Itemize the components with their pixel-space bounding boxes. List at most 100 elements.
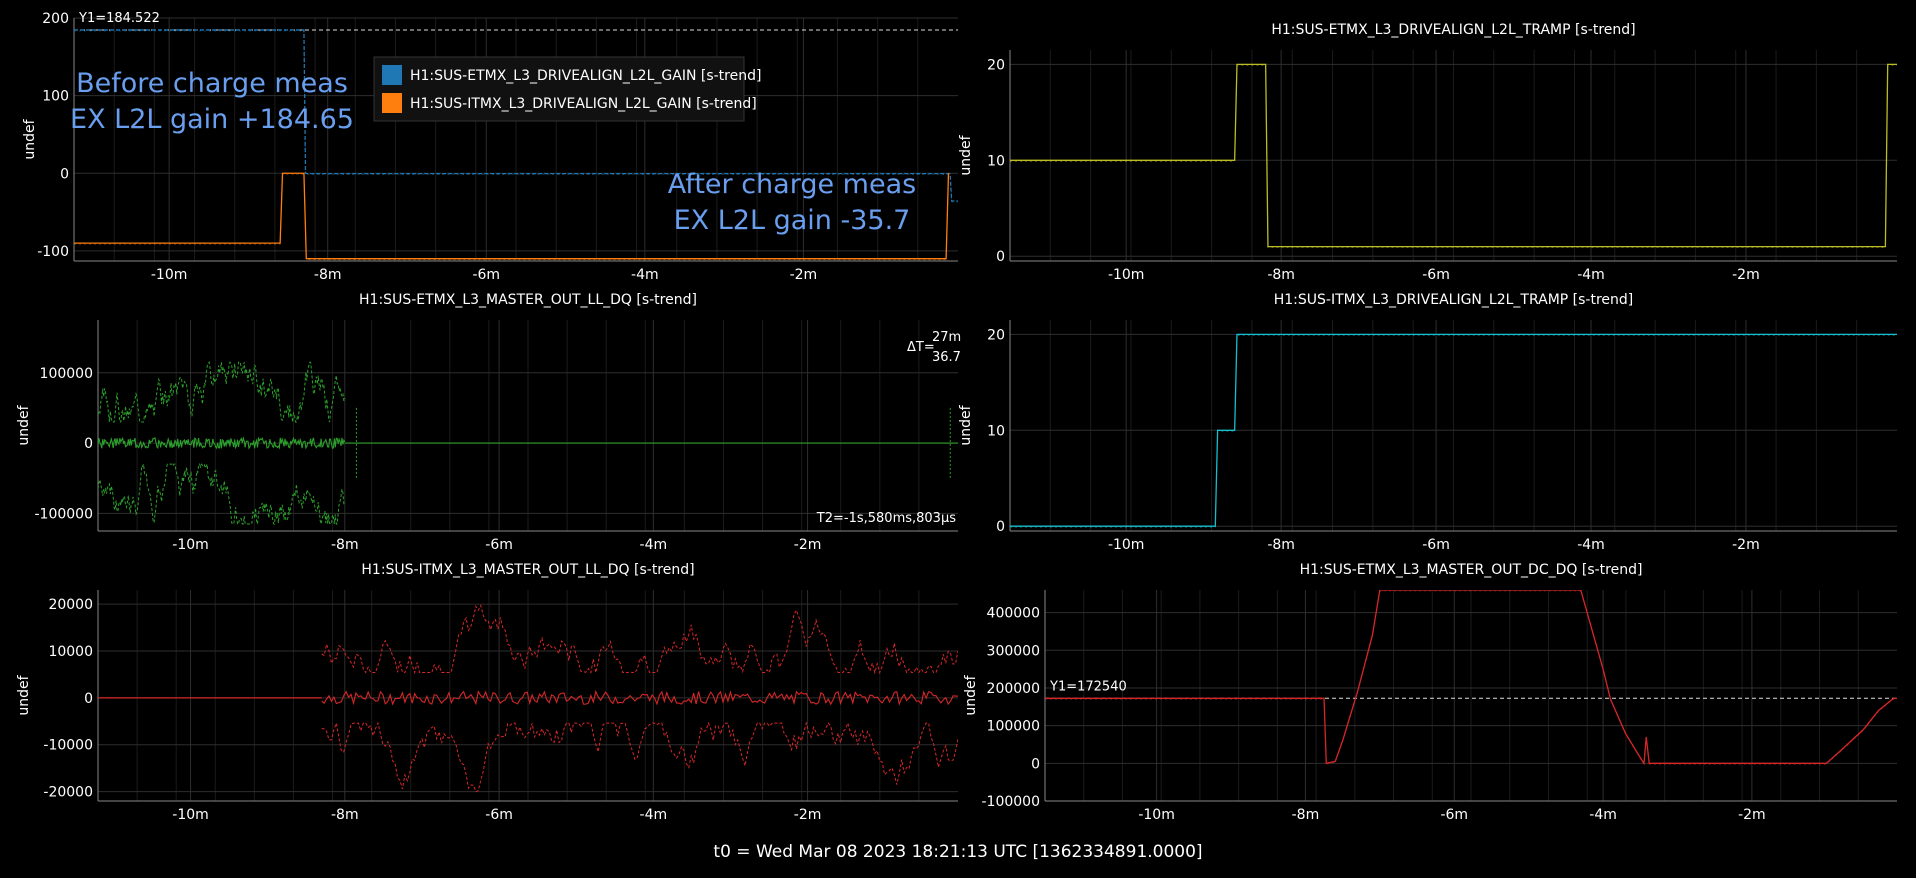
x-tick-label: -10m	[1108, 537, 1145, 553]
x-tick-label: -8m	[314, 267, 342, 283]
y-tick-label: 300000	[987, 643, 1040, 659]
plot-area	[1010, 63, 1897, 249]
series-trend-line	[74, 30, 958, 203]
x-tick-label: -4m	[640, 807, 668, 823]
annotation-before-line-1: Before charge meas	[76, 68, 348, 99]
delta-t-value-1: 27m	[932, 330, 961, 345]
legend: H1:SUS-ETMX_L3_DRIVEALIGN_L2L_GAIN [s-tr…	[373, 56, 761, 122]
y-tick-label: 0	[996, 519, 1005, 535]
x-tick-label: -8m	[1292, 807, 1320, 823]
chart-etmx-master-out-dc[interactable]: -10m -8m -6m -4m -2m 400000 300000 200000 100000…	[963, 562, 1897, 823]
x-tick-label: -4m	[631, 267, 659, 283]
x-tick-label: -8m	[1267, 267, 1295, 283]
series-line[interactable]	[1010, 333, 1897, 527]
y-tick-label: 20	[987, 57, 1005, 73]
y-tick-label: -10000	[43, 738, 93, 754]
x-tick-label: -8m	[331, 537, 359, 553]
x-tick-label: -6m	[1440, 807, 1468, 823]
x-tick-label: -2m	[790, 267, 818, 283]
y-tick-label: -20000	[43, 785, 93, 801]
y-tick-label: 200000	[987, 681, 1040, 697]
legend-entry-label: H1:SUS-ETMX_L3_DRIVEALIGN_L2L_GAIN [s-tr…	[410, 68, 761, 84]
chart-title: H1:SUS-ETMX_L3_DRIVEALIGN_L2L_TRAMP [s-t…	[1271, 22, 1635, 38]
plot-area	[98, 360, 958, 525]
y-tick-label: -100000	[982, 794, 1041, 810]
x-tick-label: -2m	[1738, 807, 1766, 823]
x-tick-label: -2m	[794, 807, 822, 823]
y-tick-label: 100	[42, 89, 69, 105]
series-max-envelope	[321, 604, 958, 675]
annotation-after-line-2: EX L2L gain -35.7	[674, 205, 911, 236]
y-axis-label: undef	[16, 674, 32, 715]
y-tick-label: -100000	[35, 506, 94, 522]
chart-itmx-l2l-tramp[interactable]: -10m -8m -6m -4m -2m 20 10 0 H1:SUS-ITMX_L3_DRIV…	[958, 292, 1897, 553]
chart-title: H1:SUS-ETMX_L3_MASTER_OUT_LL_DQ [s-trend…	[359, 292, 697, 308]
plot-area	[1045, 590, 1897, 766]
plot-area	[74, 29, 958, 261]
series-mean-line	[321, 689, 958, 706]
plot-area	[98, 604, 958, 793]
delta-t-label: ΔT=	[907, 340, 935, 355]
plot-area	[1010, 333, 1897, 528]
x-tick-label: -4m	[1577, 537, 1605, 553]
x-tick-label: -4m	[640, 537, 668, 553]
y-axis-label: undef	[16, 404, 32, 445]
x-tick-label: -8m	[1267, 537, 1295, 553]
y-axis-label: undef	[958, 404, 974, 445]
series-trend-line	[74, 173, 949, 261]
chart-etmx-itmx-l2l-gain[interactable]: -10m -8m -6m -4m -2m 200 100 0 -100 undef Y1=184.5…	[22, 11, 958, 283]
y-tick-label: 100000	[987, 719, 1040, 735]
series-line[interactable]	[74, 172, 950, 260]
x-tick-label: -10m	[172, 807, 209, 823]
y-axis-label: undef	[22, 118, 38, 159]
cursor-label: Y1=184.522	[78, 11, 160, 26]
y-axis-label: undef	[958, 134, 974, 175]
time-origin-footer: t0 = Wed Mar 08 2023 18:21:13 UTC [13623…	[713, 842, 1203, 862]
series-line[interactable]	[74, 29, 958, 202]
x-tick-label: -6m	[1422, 537, 1450, 553]
chart-title: H1:SUS-ITMX_L3_DRIVEALIGN_L2L_TRAMP [s-t…	[1274, 292, 1634, 308]
x-tick-label: -10m	[151, 267, 188, 283]
y-tick-label: 10000	[48, 644, 93, 660]
y-tick-label: 0	[84, 436, 93, 452]
annotation-before-line-2: EX L2L gain +184.65	[70, 104, 354, 135]
y-tick-label: 10	[987, 423, 1005, 439]
y-tick-label: 400000	[987, 606, 1040, 622]
y-tick-label: 0	[60, 166, 69, 182]
t2-cursor-label: T2=-1s,580ms,803μs	[816, 511, 956, 526]
x-tick-label: -6m	[485, 537, 513, 553]
legend-entry-label: H1:SUS-ITMX_L3_DRIVEALIGN_L2L_GAIN [s-tr…	[410, 96, 757, 112]
y-axis-label: undef	[963, 674, 979, 715]
y-tick-label: 0	[1031, 756, 1040, 772]
y-tick-label: 0	[996, 249, 1005, 265]
x-tick-label: -6m	[1422, 267, 1450, 283]
series-max-envelope	[98, 360, 346, 423]
series-min-envelope	[98, 462, 346, 525]
x-tick-label: -2m	[1732, 267, 1760, 283]
cursor-label: Y1=172540	[1049, 679, 1127, 694]
x-tick-label: -10m	[1138, 807, 1175, 823]
legend-swatch	[382, 65, 402, 85]
chart-itmx-master-out-ll[interactable]: -10m -8m -6m -4m -2m 20000 10000 0 -10000 -20000 H…	[16, 562, 958, 823]
x-tick-label: -6m	[485, 807, 513, 823]
legend-swatch	[382, 93, 402, 113]
series-min-envelope	[321, 721, 958, 793]
delta-t-value-2: 36.7	[932, 350, 961, 365]
y-tick-label: 100000	[40, 366, 93, 382]
y-tick-label: 0	[84, 691, 93, 707]
x-tick-label: -8m	[331, 807, 359, 823]
chart-title: H1:SUS-ETMX_L3_MASTER_OUT_DC_DQ [s-trend…	[1300, 562, 1643, 578]
series-trend-line	[1010, 64, 1897, 249]
x-tick-label: -4m	[1589, 807, 1617, 823]
x-tick-label: -10m	[1108, 267, 1145, 283]
y-tick-label: 20000	[48, 597, 93, 613]
series-trend-line	[1010, 334, 1897, 528]
x-tick-label: -2m	[1732, 537, 1760, 553]
y-tick-label: 200	[42, 11, 69, 27]
chart-etmx-master-out-ll[interactable]: -10m -8m -6m -4m -2m 100000 0 -100000 H1:SUS-ETM…	[16, 292, 961, 553]
y-tick-label: 10	[987, 153, 1005, 169]
x-tick-label: -2m	[794, 537, 822, 553]
series-mean-line	[98, 436, 346, 450]
annotation-after-line-1: After charge meas	[668, 169, 916, 200]
chart-etmx-l2l-tramp[interactable]: -10m -8m -6m -4m -2m 20 10 0 H1:SUS-ETMX_L3_DRIV…	[958, 22, 1897, 283]
